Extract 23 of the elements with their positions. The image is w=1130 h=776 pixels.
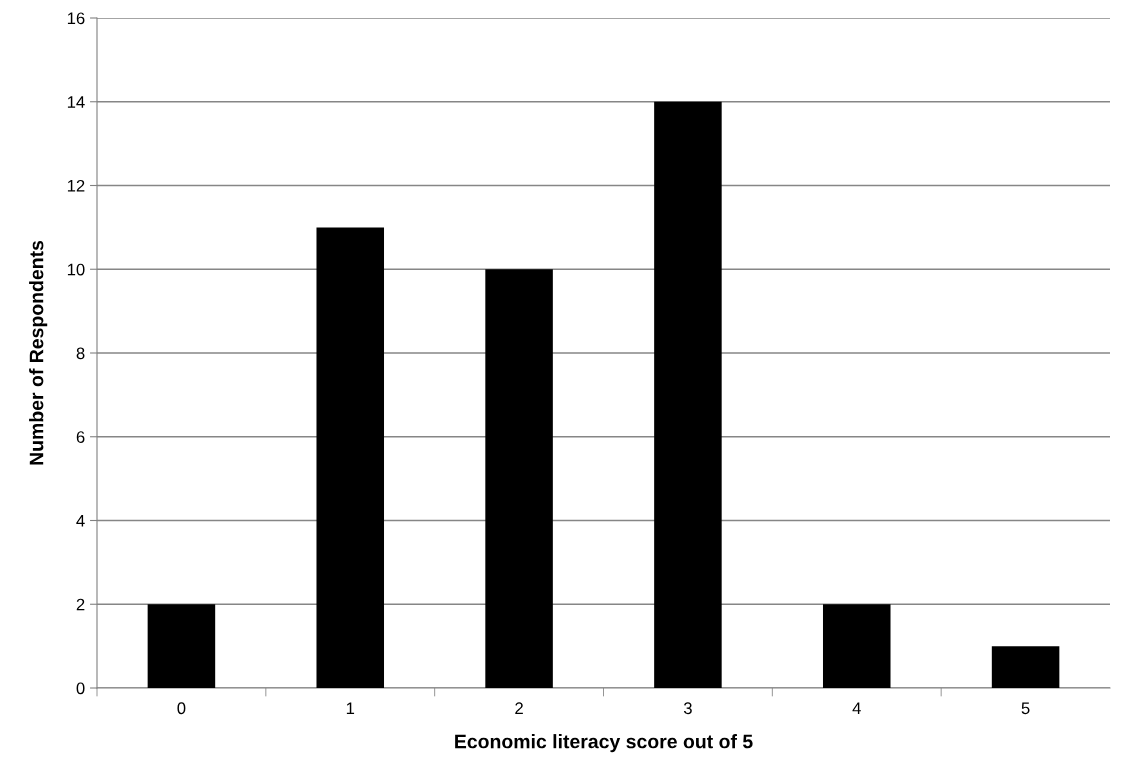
x-tick-label: 3 (683, 702, 692, 715)
y-tick-label: 6 (76, 431, 85, 443)
y-tick-label: 4 (76, 515, 85, 527)
bar (822, 604, 891, 688)
bar (991, 646, 1060, 688)
x-axis-title: Economic literacy score out of 5 (455, 734, 753, 753)
x-tick-label: 5 (1021, 702, 1030, 715)
y-tick-label: 12 (67, 179, 85, 192)
y-tick-label: 0 (76, 682, 85, 695)
y-tick-label: 16 (67, 12, 85, 25)
bar (654, 101, 722, 688)
x-tick-label: 0 (177, 702, 186, 715)
y-tick-label: 8 (76, 347, 85, 360)
bar (485, 269, 553, 688)
bar (316, 227, 385, 688)
y-tick-label: 14 (67, 96, 85, 108)
y-tick-label: 10 (67, 263, 85, 276)
x-tick-label: 4 (852, 702, 861, 714)
y-tick-label: 2 (76, 598, 85, 611)
x-tick-label: 2 (515, 702, 523, 714)
x-tick-label: 1 (346, 702, 355, 714)
bar (147, 604, 216, 688)
y-axis-title: Number of Respondents (29, 240, 48, 465)
